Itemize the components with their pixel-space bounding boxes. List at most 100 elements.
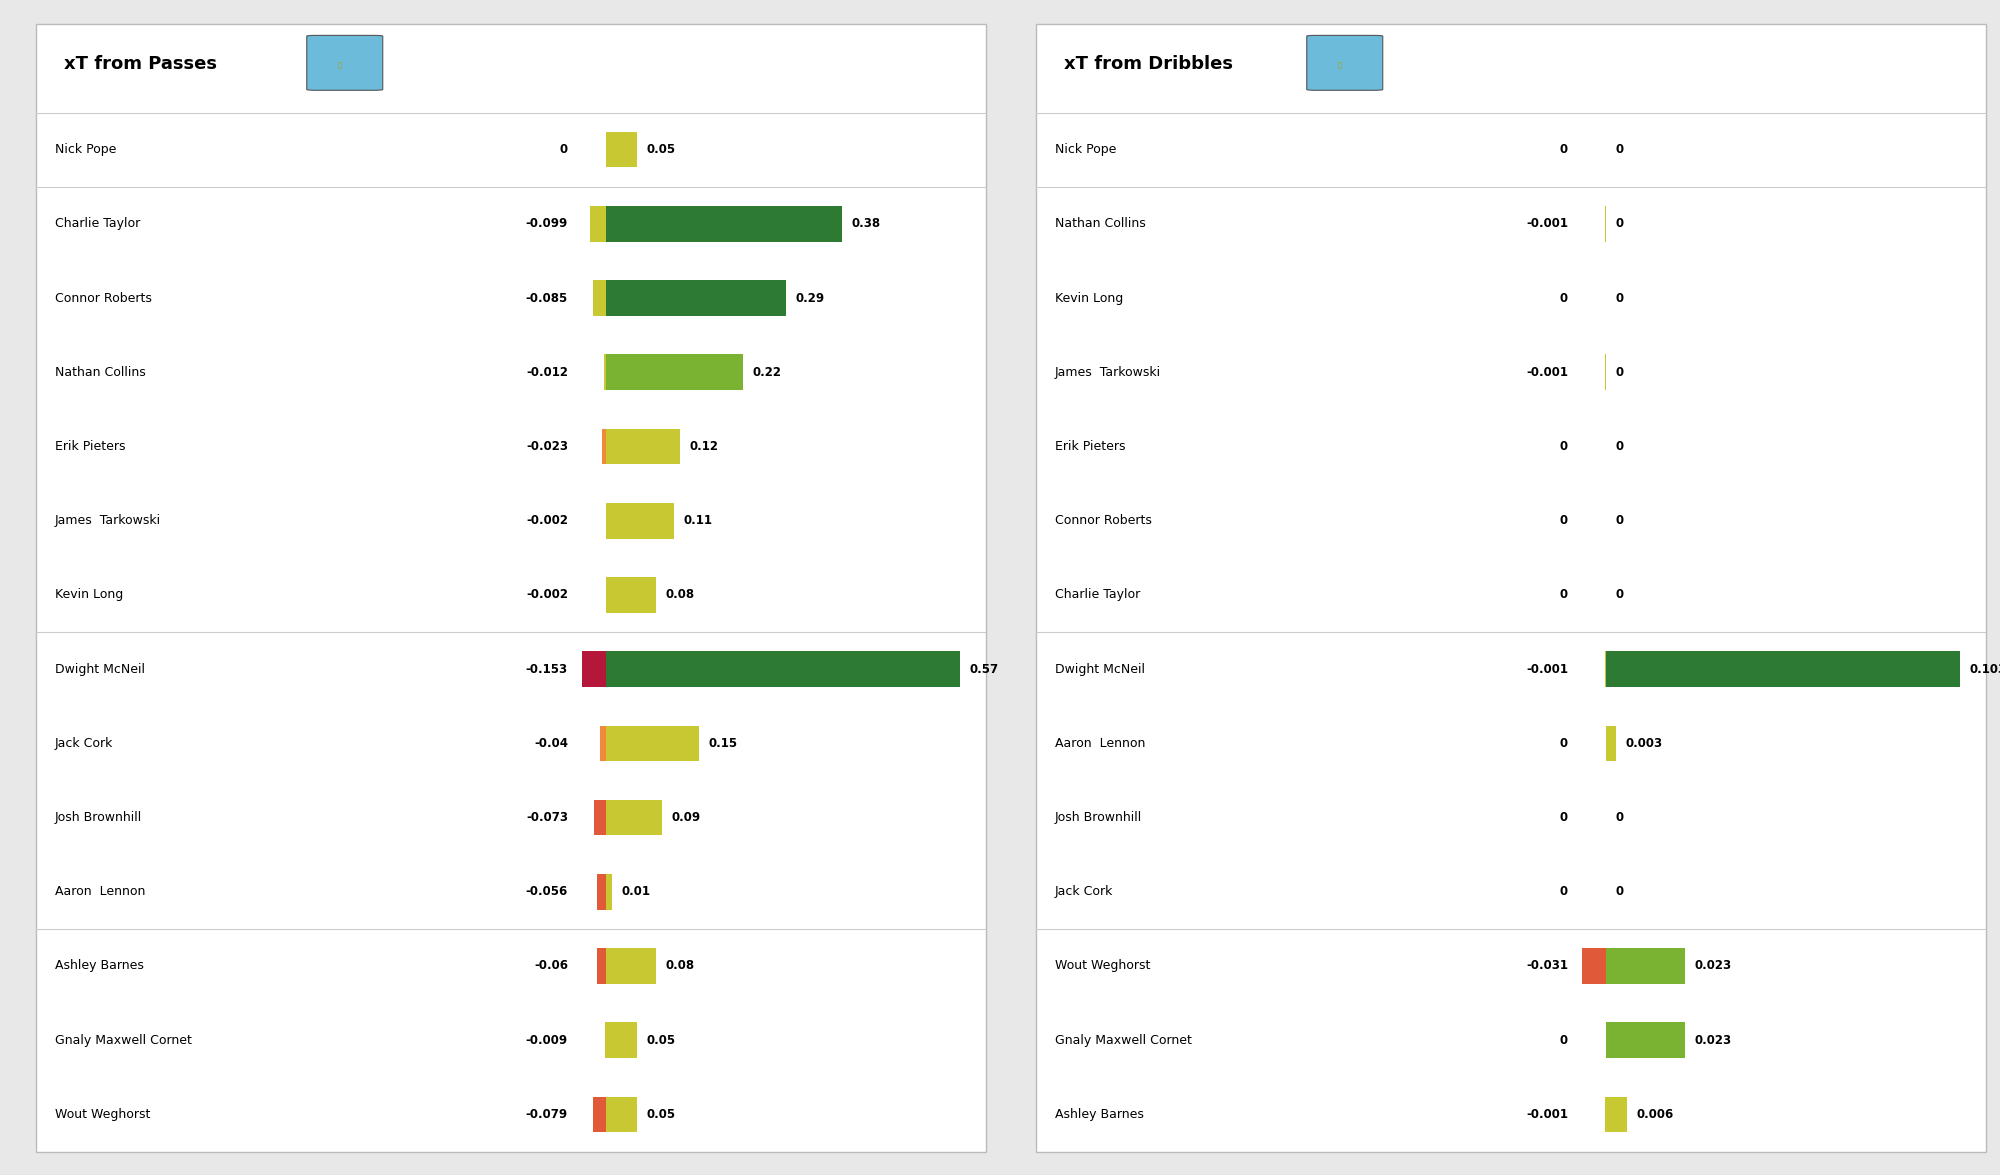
Text: -0.001: -0.001 xyxy=(1526,663,1568,676)
Bar xyxy=(582,651,606,687)
Text: 0.05: 0.05 xyxy=(646,143,676,156)
Text: 0.023: 0.023 xyxy=(1694,960,1732,973)
Bar xyxy=(1582,948,1606,983)
Text: ⚽: ⚽ xyxy=(338,61,342,68)
Text: Dwight McNeil: Dwight McNeil xyxy=(56,663,144,676)
Text: 0: 0 xyxy=(1616,291,1624,304)
Text: xT from Dribbles: xT from Dribbles xyxy=(1064,55,1234,73)
Text: 0.01: 0.01 xyxy=(622,885,650,898)
Text: Erik Pieters: Erik Pieters xyxy=(1056,439,1126,454)
Text: 0.023: 0.023 xyxy=(1694,1034,1732,1047)
Text: Wout Weghorst: Wout Weghorst xyxy=(56,1108,150,1121)
Text: Erik Pieters: Erik Pieters xyxy=(56,439,126,454)
Text: -0.001: -0.001 xyxy=(1526,217,1568,230)
Bar xyxy=(606,281,786,316)
Text: 0: 0 xyxy=(1560,885,1568,898)
Text: 0.003: 0.003 xyxy=(1626,737,1662,750)
Text: ⚽: ⚽ xyxy=(1338,61,1342,68)
Text: 0: 0 xyxy=(1560,143,1568,156)
Text: Ashley Barnes: Ashley Barnes xyxy=(56,960,144,973)
Text: xT from Passes: xT from Passes xyxy=(64,55,218,73)
Bar xyxy=(592,281,606,316)
Text: -0.073: -0.073 xyxy=(526,811,568,824)
Text: 0.12: 0.12 xyxy=(690,439,718,454)
Bar xyxy=(606,800,662,835)
Bar xyxy=(1606,651,1960,687)
Text: 0: 0 xyxy=(1560,737,1568,750)
Bar xyxy=(598,874,606,909)
Text: -0.099: -0.099 xyxy=(526,217,568,230)
Bar xyxy=(1606,948,1684,983)
Text: 0.29: 0.29 xyxy=(796,291,824,304)
Text: -0.056: -0.056 xyxy=(526,885,568,898)
Bar xyxy=(596,948,606,983)
Text: -0.002: -0.002 xyxy=(526,515,568,528)
Text: Jack Cork: Jack Cork xyxy=(56,737,114,750)
Text: Wout Weghorst: Wout Weghorst xyxy=(1056,960,1150,973)
Text: -0.06: -0.06 xyxy=(534,960,568,973)
Text: Jack Cork: Jack Cork xyxy=(1056,885,1114,898)
Text: 0: 0 xyxy=(1616,365,1624,378)
Text: 0: 0 xyxy=(1560,811,1568,824)
Text: 0.08: 0.08 xyxy=(666,589,694,602)
Text: 0.11: 0.11 xyxy=(684,515,712,528)
Bar xyxy=(606,1096,638,1133)
Bar xyxy=(606,874,612,909)
Text: -0.023: -0.023 xyxy=(526,439,568,454)
Text: -0.012: -0.012 xyxy=(526,365,568,378)
Bar xyxy=(594,800,606,835)
Text: Josh Brownhill: Josh Brownhill xyxy=(56,811,142,824)
Text: 0.22: 0.22 xyxy=(752,365,782,378)
Text: James  Tarkowski: James Tarkowski xyxy=(56,515,162,528)
Text: 0: 0 xyxy=(560,143,568,156)
Text: Gnaly Maxwell Cornet: Gnaly Maxwell Cornet xyxy=(1056,1034,1192,1047)
Text: 0.006: 0.006 xyxy=(1636,1108,1674,1121)
Text: 0.09: 0.09 xyxy=(672,811,700,824)
Bar xyxy=(606,355,742,390)
Text: Kevin Long: Kevin Long xyxy=(56,589,124,602)
Bar xyxy=(606,132,638,168)
Bar xyxy=(1606,725,1616,761)
Bar xyxy=(606,503,674,538)
Bar xyxy=(600,725,606,761)
Text: 0: 0 xyxy=(1616,811,1624,824)
Text: Connor Roberts: Connor Roberts xyxy=(56,291,152,304)
Text: 0: 0 xyxy=(1560,1034,1568,1047)
Text: 0: 0 xyxy=(1616,217,1624,230)
Text: 0.103: 0.103 xyxy=(1970,663,2000,676)
Bar xyxy=(594,1096,606,1133)
Bar xyxy=(606,651,960,687)
Text: 0: 0 xyxy=(1616,885,1624,898)
Text: Charlie Taylor: Charlie Taylor xyxy=(56,217,140,230)
Text: Ashley Barnes: Ashley Barnes xyxy=(1056,1108,1144,1121)
Text: Dwight McNeil: Dwight McNeil xyxy=(1056,663,1144,676)
Bar xyxy=(606,206,842,242)
Bar xyxy=(606,577,656,612)
Text: 0.57: 0.57 xyxy=(970,663,998,676)
Text: 0: 0 xyxy=(1560,589,1568,602)
Text: Kevin Long: Kevin Long xyxy=(1056,291,1124,304)
Bar xyxy=(606,429,680,464)
Text: -0.085: -0.085 xyxy=(526,291,568,304)
Bar xyxy=(1606,1022,1684,1058)
Text: 0.38: 0.38 xyxy=(852,217,880,230)
Bar xyxy=(606,1022,638,1058)
Text: 0: 0 xyxy=(1560,515,1568,528)
Text: 0.15: 0.15 xyxy=(708,737,738,750)
Text: Connor Roberts: Connor Roberts xyxy=(1056,515,1152,528)
Text: -0.002: -0.002 xyxy=(526,589,568,602)
Text: Aaron  Lennon: Aaron Lennon xyxy=(56,885,146,898)
Text: 0.05: 0.05 xyxy=(646,1108,676,1121)
Text: -0.009: -0.009 xyxy=(526,1034,568,1047)
Text: Nick Pope: Nick Pope xyxy=(56,143,116,156)
Text: Gnaly Maxwell Cornet: Gnaly Maxwell Cornet xyxy=(56,1034,192,1047)
FancyBboxPatch shape xyxy=(306,35,382,90)
Bar xyxy=(1606,1096,1626,1133)
Text: Josh Brownhill: Josh Brownhill xyxy=(1056,811,1142,824)
Text: 0: 0 xyxy=(1616,589,1624,602)
Text: -0.001: -0.001 xyxy=(1526,365,1568,378)
Text: Aaron  Lennon: Aaron Lennon xyxy=(1056,737,1146,750)
Text: 0: 0 xyxy=(1560,439,1568,454)
Text: -0.079: -0.079 xyxy=(526,1108,568,1121)
Text: Nathan Collins: Nathan Collins xyxy=(56,365,146,378)
